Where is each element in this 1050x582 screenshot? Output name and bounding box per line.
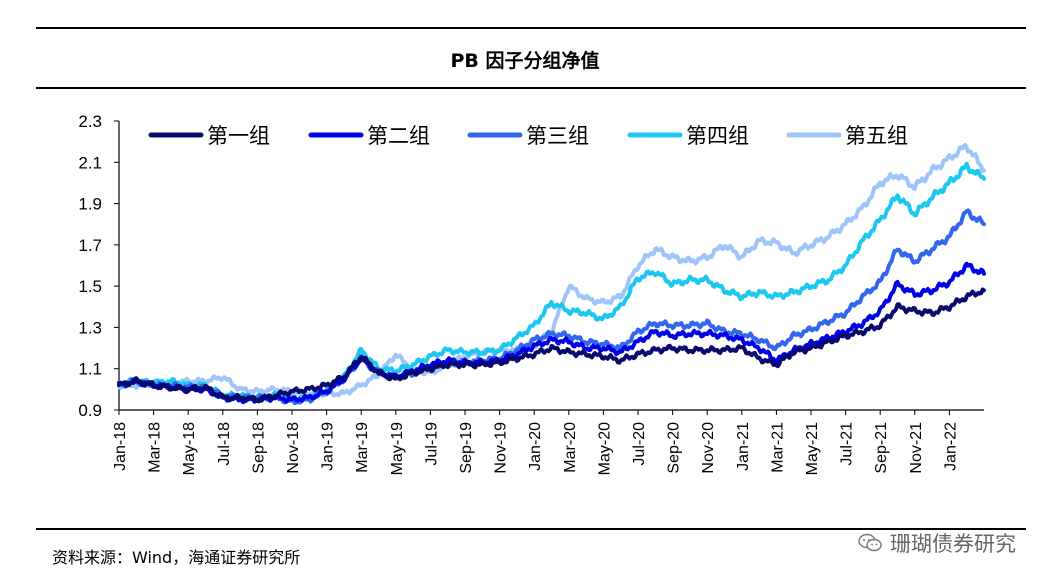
- x-tick-label: Jan-19: [320, 422, 337, 471]
- series-line-1: [117, 287, 986, 403]
- legend-label-3: 第三组: [526, 124, 589, 148]
- y-tick-label: 1.5: [78, 277, 102, 296]
- x-tick-label: Mar-19: [354, 422, 371, 473]
- x-tick-label: Jul-19: [423, 422, 440, 466]
- x-tick-label: Sep-18: [250, 422, 267, 474]
- y-tick-label: 1.1: [78, 360, 102, 379]
- x-tick-label: Sep-19: [458, 422, 475, 474]
- x-tick-label: Jul-21: [839, 422, 856, 466]
- x-tick-label: Mar-18: [147, 422, 164, 473]
- y-tick-label: 1.7: [78, 236, 102, 255]
- series-line-4: [117, 161, 986, 404]
- x-tick-label: Nov-21: [908, 422, 925, 474]
- legend-label-4: 第四组: [686, 124, 749, 148]
- x-tick-label: Nov-20: [700, 422, 717, 474]
- x-tick-label: Jul-18: [216, 422, 233, 466]
- x-tick-label: Jul-20: [631, 422, 648, 466]
- y-tick-label: 0.9: [78, 401, 102, 420]
- x-tick-label: Mar-21: [769, 422, 786, 473]
- x-tick-label: May-21: [804, 422, 821, 475]
- y-tick-label: 2.3: [78, 112, 102, 131]
- x-tick-label: Jan-22: [942, 422, 959, 471]
- legend-label-5: 第五组: [845, 124, 908, 148]
- x-tick-label: Mar-20: [562, 422, 579, 473]
- x-tick-label: Jan-18: [112, 422, 129, 471]
- top-rule: [36, 27, 1026, 29]
- series-layer: [117, 142, 986, 406]
- bottom-rule: [36, 528, 1026, 530]
- x-tick-label: Sep-20: [666, 422, 683, 474]
- series-line-5: [117, 142, 986, 398]
- legend: 第一组 第二组 第三组 第四组 第五组: [148, 124, 908, 148]
- legend-label-1: 第一组: [207, 124, 270, 148]
- y-tick-label: 1.3: [78, 318, 102, 337]
- x-tick-label: May-20: [596, 422, 613, 475]
- source-note: 资料来源：Wind，海通证券研究所: [52, 548, 301, 567]
- x-tick-label: May-19: [389, 422, 406, 475]
- y-tick-label: 2.1: [78, 153, 102, 172]
- x-tick-label: May-18: [181, 422, 198, 475]
- axes: 0.9 1.1 1.3 1.5 1.7 1.9 2.1 2.3 Jan-18 Mar-18 May-…: [78, 112, 984, 475]
- chart-title: PB 因子分组净值: [450, 50, 600, 72]
- wechat-icon: [858, 533, 882, 552]
- x-tick-label: Sep-21: [873, 422, 890, 474]
- x-tick-label: Nov-19: [493, 422, 510, 474]
- legend-label-2: 第二组: [367, 124, 430, 148]
- x-tick-label: Nov-18: [285, 422, 302, 474]
- watermark: 珊瑚债券研究: [858, 528, 1016, 558]
- watermark-text: 珊瑚债券研究: [890, 532, 1016, 556]
- x-tick-label: Jan-21: [735, 422, 752, 471]
- y-tick-label: 1.9: [78, 195, 102, 214]
- title-rule: [36, 87, 1026, 89]
- x-tick-label: Jan-20: [527, 422, 544, 471]
